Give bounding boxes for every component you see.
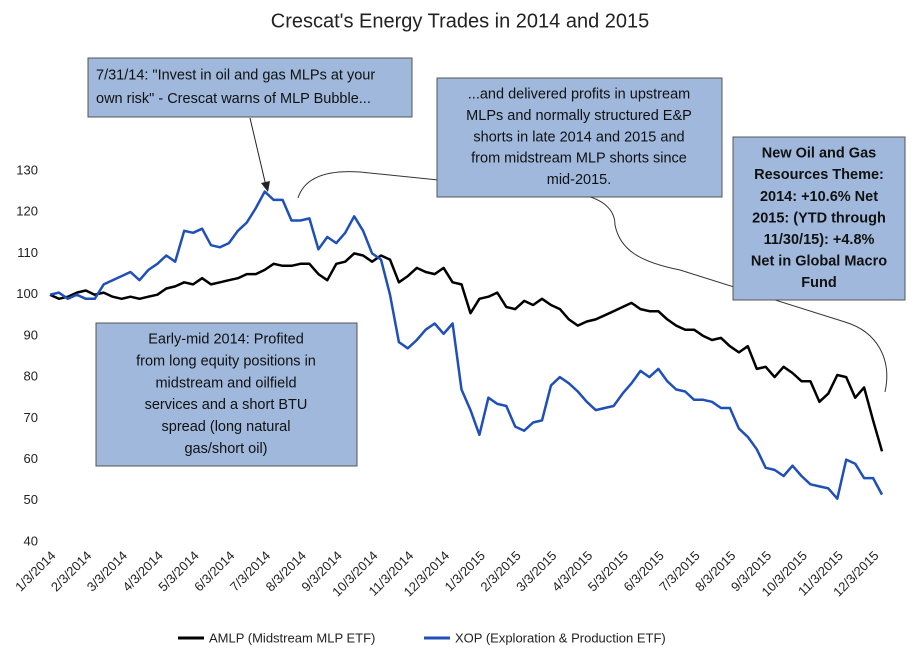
brace	[297, 171, 888, 393]
y-tick-label: 130	[16, 162, 38, 177]
annotation-text: 2015: (YTD through	[752, 210, 886, 226]
annotation-text: Early-mid 2014: Profited	[148, 332, 304, 348]
annotation-text: services and a short BTU	[145, 397, 308, 413]
annotation-text: gas/short oil)	[184, 441, 267, 457]
annotation-box	[436, 77, 723, 198]
annotation-text: 7/31/14: "Invest in oil and gas MLPs at …	[96, 68, 375, 84]
annotation-text: shorts in late 2014 and 2015 and	[473, 129, 684, 145]
y-tick-label: 40	[24, 533, 38, 548]
arrow-head	[261, 181, 270, 192]
annotation-box	[95, 322, 358, 467]
annotation-text: ...and delivered profits in upstream	[468, 87, 690, 103]
series-line	[49, 190, 884, 500]
y-tick-label: 60	[24, 451, 38, 466]
annotation-text: own risk" - Crescat warns of MLP Bubble.…	[96, 91, 371, 107]
y-tick-label: 70	[24, 410, 38, 425]
annotation-text: Fund	[801, 275, 836, 291]
annotation-text: MLPs and normally structured E&P	[466, 108, 692, 124]
annotation-text: 2014: +10.6% Net	[760, 189, 878, 205]
annotation-text: from midstream MLP shorts since	[471, 151, 687, 167]
annotation-text: from long equity positions in	[136, 354, 316, 370]
annotation-box	[732, 136, 906, 301]
y-tick-label: 50	[24, 492, 38, 507]
arrow-line	[249, 117, 267, 187]
y-tick-label: 100	[16, 286, 38, 301]
annotation-text: Net in Global Macro	[751, 253, 887, 269]
legend-label: AMLP (Midstream MLP ETF)	[209, 630, 375, 645]
annotation-text: midstream and oilfield	[155, 375, 296, 391]
y-tick-label: 110	[17, 245, 38, 260]
annotation-text: spread (long natural	[162, 419, 291, 435]
annotation-box	[87, 57, 413, 118]
y-tick-label: 90	[24, 327, 38, 342]
y-tick-label: 80	[24, 369, 38, 384]
series-line	[49, 252, 884, 452]
annotation-text: Resources Theme:	[754, 167, 884, 183]
chart-title: Crescat's Energy Trades in 2014 and 2015	[271, 10, 650, 32]
annotation-text: mid-2015.	[547, 172, 611, 188]
legend-label: XOP (Exploration & Production ETF)	[455, 630, 666, 645]
annotation-text: New Oil and Gas	[762, 146, 876, 162]
annotation-text: 11/30/15): +4.8%	[764, 232, 875, 248]
y-tick-label: 120	[16, 204, 38, 219]
